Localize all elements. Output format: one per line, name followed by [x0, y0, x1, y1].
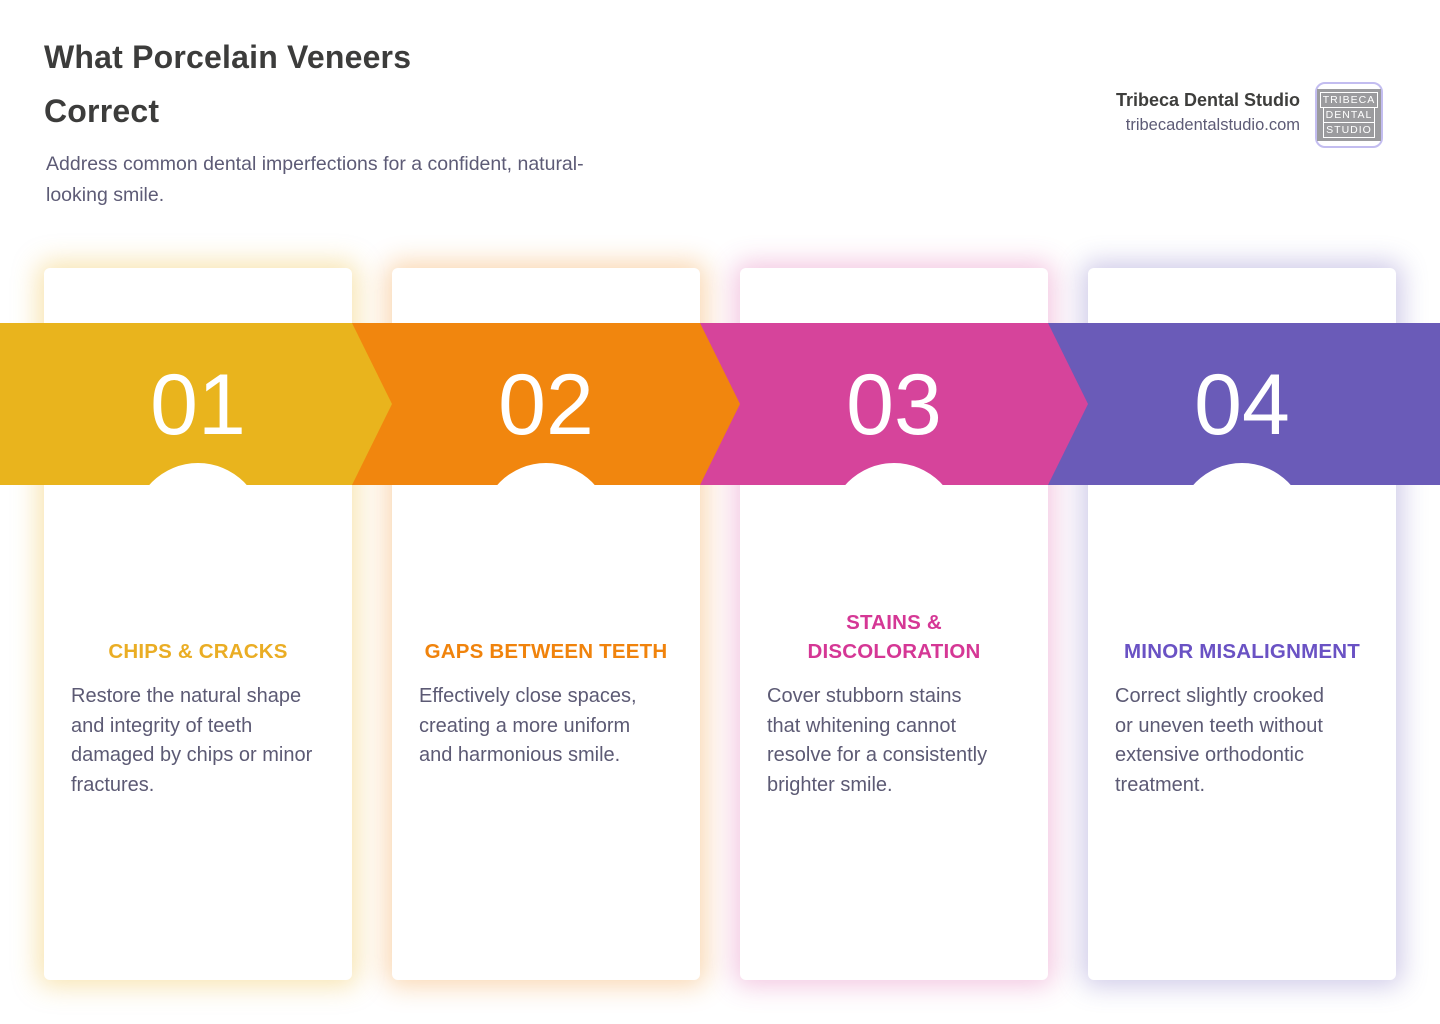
step-description: Cover stubborn stains that whitening can… [767, 685, 988, 796]
logo-line: DENTAL [1322, 107, 1376, 123]
page-subtitle: Address common dental imperfections for … [46, 153, 584, 206]
logo-line: STUDIO [1323, 122, 1375, 138]
step-number: 04 [1194, 357, 1290, 453]
step-number: 03 [846, 357, 942, 453]
page-title: What Porcelain Veneers Correct [44, 39, 412, 129]
step-banner-strip: 01 02 03 04 [0, 323, 1440, 593]
brand-logo-mark: TRIBECA DENTAL STUDIO [1316, 89, 1382, 141]
step-banner-chevron-1 [0, 323, 392, 485]
step-description: Restore the natural shape and integrity … [71, 685, 313, 796]
banner-notch [829, 463, 959, 593]
step-title: GAPS BETWEEN TEETH [424, 640, 668, 663]
step-title: MINOR MISALIGNMENT [1124, 640, 1360, 663]
step-number: 02 [498, 357, 594, 453]
logo-line: TRIBECA [1319, 92, 1379, 108]
banner-notch [133, 463, 263, 593]
brand-logo: TRIBECA DENTAL STUDIO [1315, 82, 1383, 148]
step-description: Effectively close spaces, creating a mor… [419, 685, 637, 766]
step-description: Correct slightly crooked or uneven teeth… [1115, 685, 1324, 796]
brand-name: Tribeca Dental Studio [1115, 90, 1300, 110]
step-title: CHIPS & CRACKS [108, 640, 288, 663]
step-banner-chevron-4 [1048, 323, 1440, 485]
step-number: 01 [150, 357, 246, 453]
step-title: STAINS & DISCOLORATION [807, 611, 981, 663]
step-banner-chevron-3 [700, 323, 1088, 485]
banner-notch [481, 463, 611, 593]
step-banner-chevron-2 [352, 323, 740, 485]
brand-website: tribecadentalstudio.com [1125, 116, 1300, 134]
banner-notch [1177, 463, 1307, 593]
brand-block: Tribeca Dental Studio tribecadentalstudi… [1116, 88, 1300, 137]
